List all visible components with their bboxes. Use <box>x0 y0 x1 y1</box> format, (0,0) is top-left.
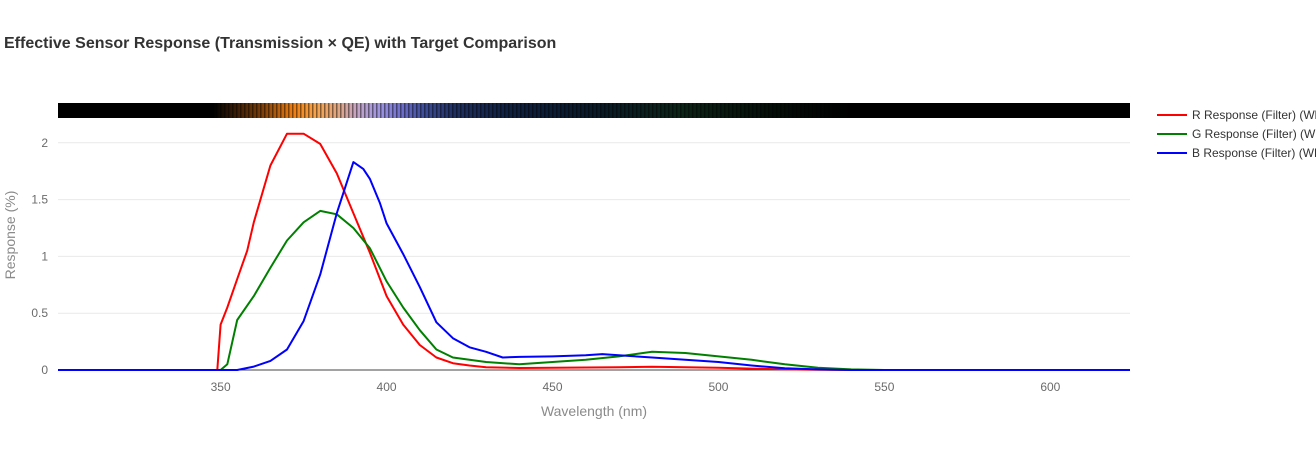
chart-title: Effective Sensor Response (Transmission … <box>4 35 557 52</box>
x-tick-label: 500 <box>708 380 728 394</box>
legend-item-g[interactable]: G Response (Filter) (Wl <box>1157 127 1316 141</box>
y-tick-label: 1.5 <box>31 193 48 207</box>
y-tick-label: 0.5 <box>31 306 48 320</box>
x-tick-label: 450 <box>542 380 562 394</box>
series-layer <box>58 132 1130 371</box>
legend[interactable]: R Response (Filter) (Wl G Response (Filte… <box>1157 108 1316 160</box>
legend-label: G Response (Filter) (Wl <box>1192 127 1316 141</box>
x-tick-label: 600 <box>1040 380 1060 394</box>
series-line-g <box>58 209 1130 371</box>
y-axis: 0 0.5 1 1.5 2 <box>31 136 48 377</box>
x-axis: 350 400 450 500 550 600 <box>211 380 1061 394</box>
x-tick-label: 550 <box>874 380 894 394</box>
x-tick-label: 400 <box>377 380 397 394</box>
legend-label: R Response (Filter) (Wl <box>1192 108 1316 122</box>
series-line-r <box>58 132 1130 371</box>
x-axis-title: Wavelength (nm) <box>541 403 647 419</box>
y-axis-title: Response (%) <box>2 191 18 280</box>
y-tick-label: 2 <box>41 136 48 150</box>
spectrum-color-strip <box>58 103 1130 118</box>
legend-label: B Response (Filter) (WE <box>1192 146 1316 160</box>
legend-item-r[interactable]: R Response (Filter) (Wl <box>1157 108 1316 122</box>
series-line-b <box>58 161 1130 371</box>
legend-item-b[interactable]: B Response (Filter) (WE <box>1157 146 1316 160</box>
x-tick-label: 350 <box>211 380 231 394</box>
y-tick-label: 0 <box>41 363 48 377</box>
y-tick-label: 1 <box>41 249 48 263</box>
